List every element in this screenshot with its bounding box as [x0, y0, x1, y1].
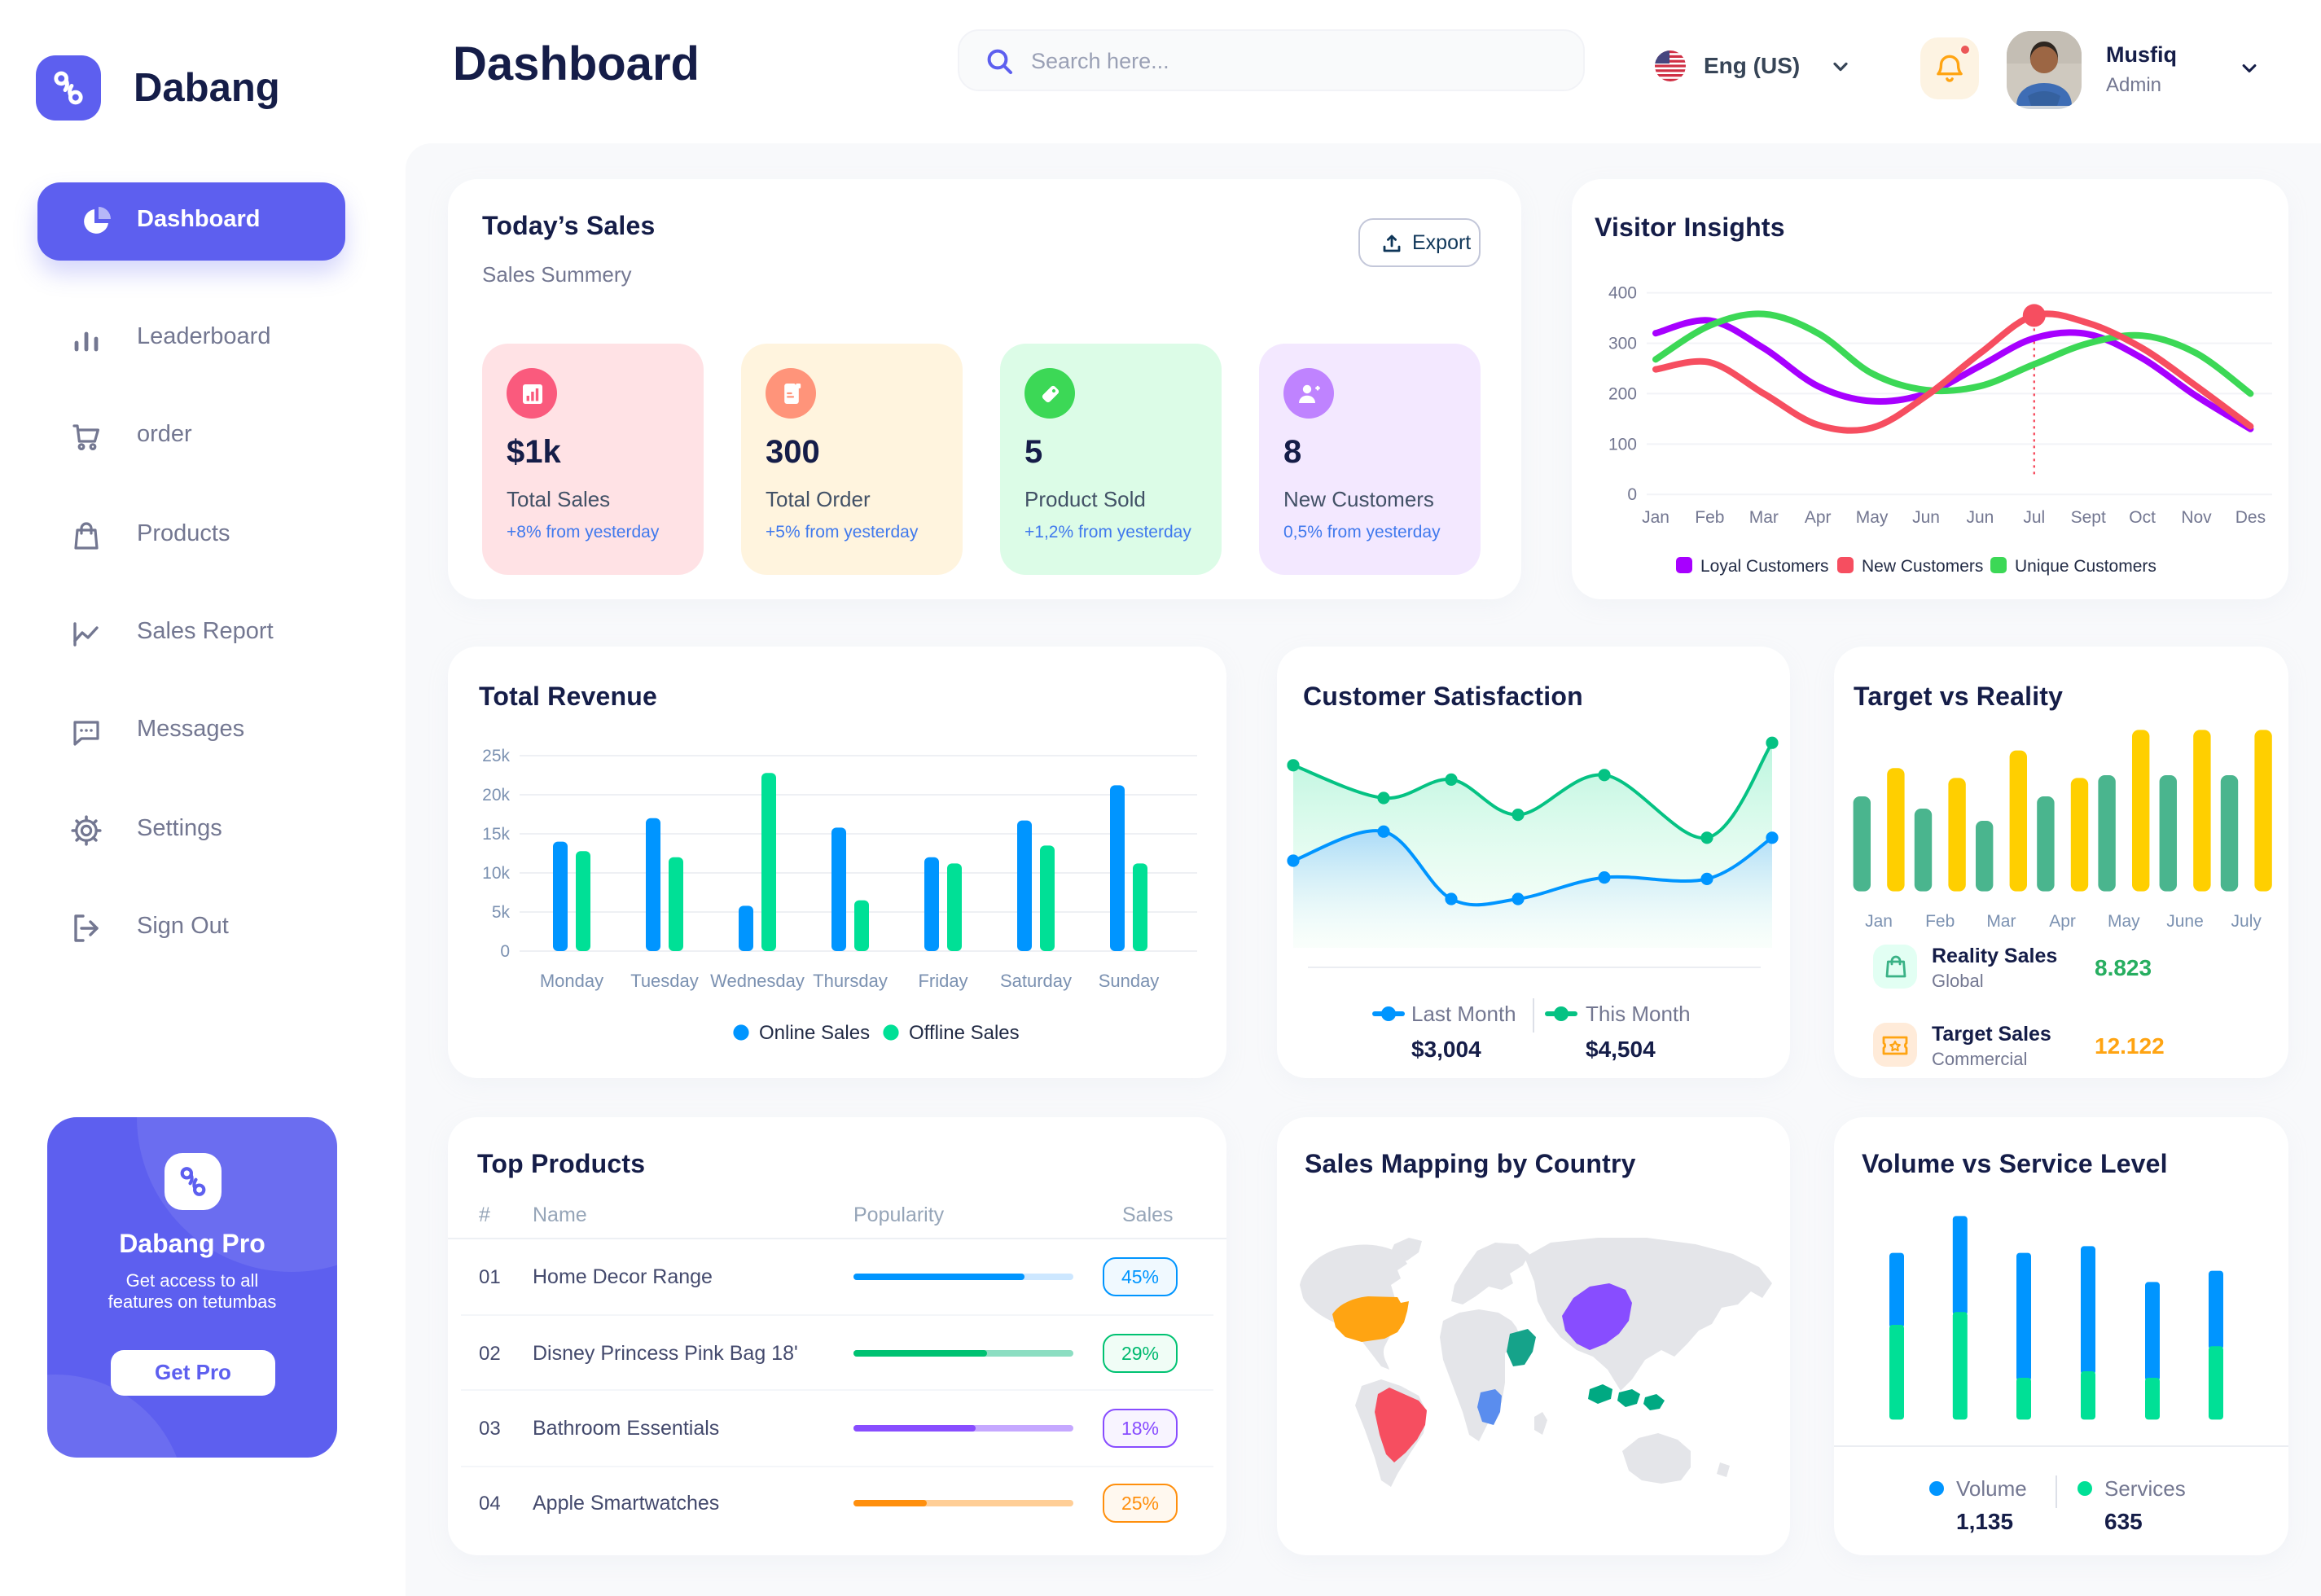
svg-text:May: May — [1856, 508, 1889, 527]
svg-text:100: 100 — [1608, 435, 1637, 454]
svg-text:Services: Services — [2104, 1476, 2186, 1501]
svg-text:Sunday: Sunday — [1099, 971, 1160, 991]
svg-text:Apr: Apr — [1805, 508, 1832, 527]
svg-text:635: 635 — [2104, 1509, 2143, 1534]
svg-text:Des: Des — [2235, 508, 2266, 527]
svg-text:Sept: Sept — [2071, 508, 2106, 527]
svg-text:Jan: Jan — [1865, 912, 1893, 931]
svg-text:Wednesday: Wednesday — [710, 971, 805, 991]
svg-text:This Month: This Month — [1586, 1002, 1691, 1026]
svg-text:Tuesday: Tuesday — [630, 971, 699, 991]
svg-text:1,135: 1,135 — [1956, 1509, 2013, 1534]
svg-text:May: May — [2108, 912, 2140, 931]
svg-text:Jul: Jul — [2023, 508, 2045, 527]
svg-text:Apr: Apr — [2049, 912, 2076, 931]
svg-text:July: July — [2231, 912, 2262, 931]
svg-text:25k: 25k — [482, 747, 510, 765]
svg-text:Feb: Feb — [1925, 912, 1955, 931]
svg-text:10k: 10k — [482, 864, 510, 883]
svg-text:June: June — [2166, 912, 2204, 931]
svg-text:Jan: Jan — [1642, 508, 1669, 527]
svg-text:Oct: Oct — [2129, 508, 2156, 527]
svg-text:0: 0 — [1627, 485, 1637, 504]
svg-text:5k: 5k — [492, 903, 511, 922]
svg-text:Monday: Monday — [540, 971, 603, 991]
svg-text:Volume: Volume — [1956, 1476, 2027, 1501]
svg-text:0: 0 — [500, 942, 510, 961]
svg-text:20k: 20k — [482, 786, 510, 805]
svg-text:Nov: Nov — [2181, 508, 2212, 527]
svg-text:300: 300 — [1608, 335, 1637, 353]
svg-text:Saturday: Saturday — [1000, 971, 1072, 991]
svg-text:$4,504: $4,504 — [1586, 1037, 1656, 1062]
svg-text:New Customers: New Customers — [1862, 557, 1983, 576]
svg-text:Loyal Customers: Loyal Customers — [1700, 557, 1829, 576]
svg-text:Jun: Jun — [1912, 508, 1940, 527]
svg-text:Feb: Feb — [1695, 508, 1724, 527]
svg-text:400: 400 — [1608, 284, 1637, 303]
svg-text:200: 200 — [1608, 384, 1637, 403]
svg-text:Mar: Mar — [1749, 508, 1779, 527]
svg-text:$3,004: $3,004 — [1411, 1037, 1481, 1062]
svg-text:Friday: Friday — [918, 971, 967, 991]
svg-text:Offline Sales: Offline Sales — [909, 1022, 1020, 1044]
svg-text:15k: 15k — [482, 825, 510, 844]
svg-text:Online Sales: Online Sales — [759, 1022, 870, 1044]
svg-text:Unique Customers: Unique Customers — [2015, 557, 2156, 576]
svg-text:Mar: Mar — [1986, 912, 2016, 931]
svg-text:Jun: Jun — [1966, 508, 1994, 527]
svg-text:Last Month: Last Month — [1411, 1002, 1516, 1026]
svg-text:Thursday: Thursday — [813, 971, 888, 991]
